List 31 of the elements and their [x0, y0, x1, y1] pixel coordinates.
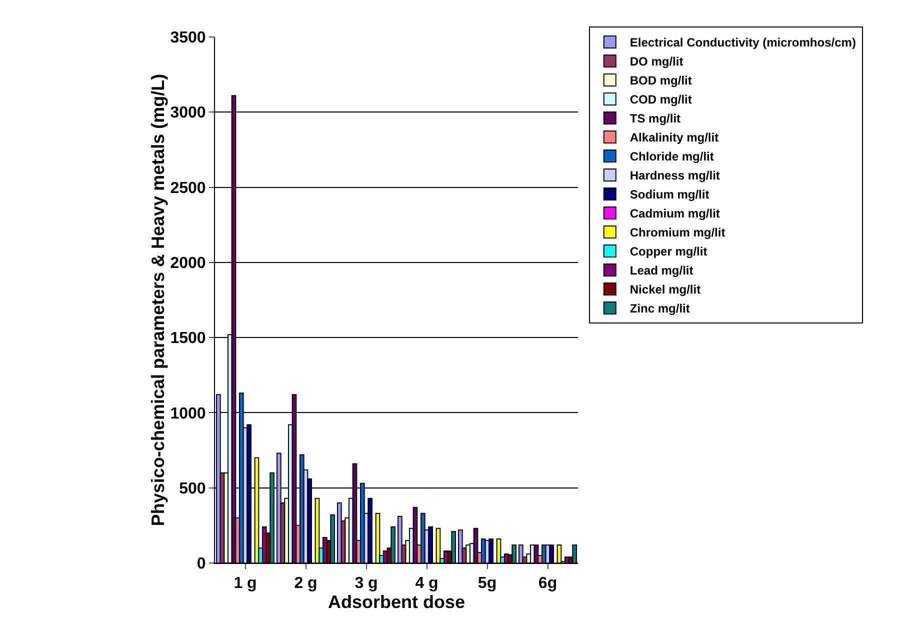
legend-label: BOD mg/lit	[630, 74, 692, 88]
legend-label: Cadmium mg/lit	[630, 206, 720, 221]
legend-label: COD mg/lit	[630, 92, 692, 107]
legend-label: Lead mg/lit	[630, 264, 694, 278]
y-tick-label: 1500	[170, 330, 206, 348]
y-axis-title: Physico-chemical parameters & Heavy metals (mg/L)	[148, 74, 168, 526]
legend-label: DO mg/lit	[630, 54, 684, 69]
legend-label: Copper mg/lit	[630, 244, 708, 259]
legend-label: Chromium mg/lit	[630, 226, 726, 240]
y-tick-label: 3000	[170, 104, 206, 122]
legend-label: Alkalinity mg/lit	[630, 130, 719, 145]
y-tick-label: 0	[196, 556, 206, 573]
x-axis-title: Adsorbent dose	[328, 592, 466, 612]
legend-label: Chloride mg/lit	[630, 150, 714, 164]
y-tick-label: 2000	[170, 255, 206, 272]
y-tick-label: 3500	[170, 30, 206, 47]
x-tick-label: 2 g	[294, 575, 318, 592]
legend-label: TS mg/lit	[630, 112, 681, 126]
legend-label: Nickel mg/lit	[630, 282, 701, 297]
x-tick-label: 6g	[538, 575, 558, 592]
legend-label: Sodium mg/lit	[630, 188, 710, 202]
legend-label: Hardness mg/lit	[630, 168, 720, 183]
x-tick-label: 3 g	[354, 575, 378, 592]
y-tick-label: 1000	[170, 405, 206, 422]
y-tick-label: 2500	[170, 180, 206, 197]
x-tick-label: 4 g	[415, 575, 438, 592]
legend-label: Zinc mg/lit	[630, 302, 690, 316]
x-tick-label: 1 g	[234, 575, 257, 592]
x-tick-label: 5g	[478, 575, 497, 592]
y-tick-label: 500	[179, 480, 206, 498]
legend-label: Electrical Conductivity (micromhos/cm)	[630, 36, 856, 50]
